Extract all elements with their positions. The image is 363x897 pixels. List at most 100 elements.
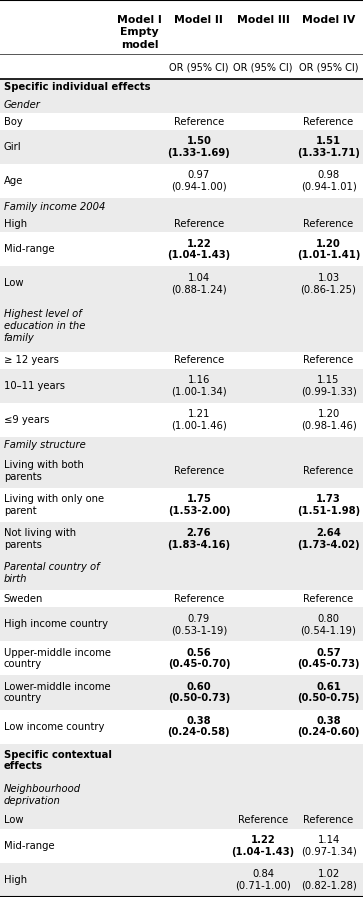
Text: 0.56
(0.45-0.70): 0.56 (0.45-0.70) bbox=[168, 648, 230, 669]
Bar bbox=[0, 352, 363, 369]
Text: Low income country: Low income country bbox=[4, 721, 104, 732]
Text: Model I
Empty
model: Model I Empty model bbox=[117, 15, 162, 49]
Text: Specific contextual
effects: Specific contextual effects bbox=[4, 750, 111, 771]
Text: 2.64
(1.73-4.02): 2.64 (1.73-4.02) bbox=[297, 528, 360, 550]
Text: 0.38
(0.24-0.58): 0.38 (0.24-0.58) bbox=[168, 716, 230, 737]
Text: 1.02
(0.82-1.28): 1.02 (0.82-1.28) bbox=[301, 869, 356, 891]
Bar bbox=[0, 403, 363, 437]
Text: Reference: Reference bbox=[303, 355, 354, 365]
Text: 1.15
(0.99-1.33): 1.15 (0.99-1.33) bbox=[301, 375, 356, 396]
Text: Reference: Reference bbox=[303, 466, 354, 476]
Text: Mid-range: Mid-range bbox=[4, 244, 54, 255]
Bar bbox=[0, 266, 363, 300]
Text: Neighbourhood
deprivation: Neighbourhood deprivation bbox=[4, 784, 81, 806]
Text: 1.22
(1.04-1.43): 1.22 (1.04-1.43) bbox=[167, 239, 231, 260]
Text: Family structure: Family structure bbox=[4, 440, 85, 450]
Bar bbox=[0, 454, 363, 488]
Text: 1.20
(1.01-1.41): 1.20 (1.01-1.41) bbox=[297, 239, 360, 260]
Text: 0.98
(0.94-1.01): 0.98 (0.94-1.01) bbox=[301, 170, 356, 192]
Bar bbox=[0, 437, 363, 454]
Text: 1.73
(1.51-1.98): 1.73 (1.51-1.98) bbox=[297, 494, 360, 516]
Text: Living with both
parents: Living with both parents bbox=[4, 460, 83, 482]
Text: 1.20
(0.98-1.46): 1.20 (0.98-1.46) bbox=[301, 409, 356, 431]
Text: 0.38
(0.24-0.60): 0.38 (0.24-0.60) bbox=[297, 716, 360, 737]
Text: Reference: Reference bbox=[303, 815, 354, 825]
Text: 10–11 years: 10–11 years bbox=[4, 380, 65, 391]
Bar bbox=[0, 556, 363, 590]
Text: OR (95% CI): OR (95% CI) bbox=[169, 62, 229, 73]
Bar bbox=[0, 113, 363, 130]
Text: Reference: Reference bbox=[303, 117, 354, 126]
Text: Parental country of
birth: Parental country of birth bbox=[4, 562, 99, 584]
Text: Low: Low bbox=[4, 278, 23, 289]
Text: Model IV: Model IV bbox=[302, 14, 355, 25]
Bar bbox=[0, 488, 363, 522]
Bar bbox=[0, 522, 363, 556]
Text: OR (95% CI): OR (95% CI) bbox=[233, 62, 293, 73]
Text: High: High bbox=[4, 219, 27, 229]
Text: High income country: High income country bbox=[4, 619, 108, 630]
Text: Low: Low bbox=[4, 815, 23, 825]
Text: Reference: Reference bbox=[174, 117, 224, 126]
Bar bbox=[0, 79, 363, 96]
Text: Not living with
parents: Not living with parents bbox=[4, 528, 76, 550]
Text: Boy: Boy bbox=[4, 117, 23, 126]
Bar bbox=[0, 96, 363, 113]
Text: 0.97
(0.94-1.00): 0.97 (0.94-1.00) bbox=[171, 170, 227, 192]
Bar bbox=[0, 590, 363, 607]
Text: Living with only one
parent: Living with only one parent bbox=[4, 494, 104, 516]
Text: Reference: Reference bbox=[238, 815, 288, 825]
Bar bbox=[0, 198, 363, 215]
Bar bbox=[0, 675, 363, 710]
Text: High: High bbox=[4, 875, 27, 885]
Text: Gender: Gender bbox=[4, 100, 41, 109]
Text: 1.16
(1.00-1.34): 1.16 (1.00-1.34) bbox=[171, 375, 227, 396]
Text: Lower-middle income
country: Lower-middle income country bbox=[4, 682, 110, 703]
Text: Specific individual effects: Specific individual effects bbox=[4, 83, 150, 92]
Text: 0.60
(0.50-0.73): 0.60 (0.50-0.73) bbox=[168, 682, 230, 703]
Text: Upper-middle income
country: Upper-middle income country bbox=[4, 648, 111, 669]
Bar bbox=[0, 215, 363, 232]
Bar bbox=[0, 744, 363, 778]
Text: 2.76
(1.83-4.16): 2.76 (1.83-4.16) bbox=[167, 528, 231, 550]
Text: Family income 2004: Family income 2004 bbox=[4, 202, 105, 212]
Text: 0.84
(0.71-1.00): 0.84 (0.71-1.00) bbox=[235, 869, 291, 891]
Text: Reference: Reference bbox=[303, 594, 354, 604]
Bar bbox=[0, 863, 363, 897]
Text: 0.80
(0.54-1.19): 0.80 (0.54-1.19) bbox=[301, 614, 356, 635]
Text: Reference: Reference bbox=[303, 219, 354, 229]
Bar bbox=[0, 0, 363, 79]
Bar bbox=[0, 710, 363, 744]
Text: Reference: Reference bbox=[174, 355, 224, 365]
Text: Reference: Reference bbox=[174, 594, 224, 604]
Bar bbox=[0, 232, 363, 266]
Text: 1.51
(1.33-1.71): 1.51 (1.33-1.71) bbox=[297, 136, 360, 158]
Text: 1.22
(1.04-1.43): 1.22 (1.04-1.43) bbox=[232, 835, 295, 857]
Text: 1.03
(0.86-1.25): 1.03 (0.86-1.25) bbox=[301, 273, 356, 294]
Text: Model III: Model III bbox=[237, 14, 290, 25]
Bar bbox=[0, 829, 363, 863]
Text: 0.57
(0.45-0.73): 0.57 (0.45-0.73) bbox=[297, 648, 360, 669]
Bar bbox=[0, 641, 363, 675]
Text: 1.14
(0.97-1.34): 1.14 (0.97-1.34) bbox=[301, 835, 356, 857]
Text: Mid-range: Mid-range bbox=[4, 840, 54, 851]
Bar bbox=[0, 300, 363, 352]
Text: Highest level of
education in the
family: Highest level of education in the family bbox=[4, 309, 85, 343]
Bar bbox=[0, 812, 363, 829]
Text: Model II: Model II bbox=[175, 14, 223, 25]
Bar bbox=[0, 607, 363, 641]
Bar bbox=[0, 369, 363, 403]
Text: 0.79
(0.53-1-19): 0.79 (0.53-1-19) bbox=[171, 614, 227, 635]
Bar bbox=[0, 778, 363, 812]
Text: Sweden: Sweden bbox=[4, 594, 43, 604]
Text: 1.75
(1.53-2.00): 1.75 (1.53-2.00) bbox=[168, 494, 230, 516]
Text: 0.61
(0.50-0.75): 0.61 (0.50-0.75) bbox=[297, 682, 360, 703]
Text: Girl: Girl bbox=[4, 142, 21, 152]
Text: 1.50
(1.33-1.69): 1.50 (1.33-1.69) bbox=[168, 136, 230, 158]
Text: Reference: Reference bbox=[174, 466, 224, 476]
Text: OR (95% CI): OR (95% CI) bbox=[299, 62, 358, 73]
Text: 1.21
(1.00-1.46): 1.21 (1.00-1.46) bbox=[171, 409, 227, 431]
Text: 1.04
(0.88-1.24): 1.04 (0.88-1.24) bbox=[171, 273, 227, 294]
Bar bbox=[0, 130, 363, 164]
Bar bbox=[0, 164, 363, 198]
